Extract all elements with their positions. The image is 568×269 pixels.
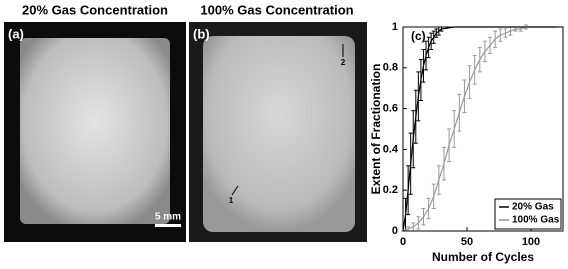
error-bar bbox=[477, 46, 482, 73]
error-bar bbox=[408, 132, 413, 195]
y-tick-label: 0 bbox=[392, 225, 398, 237]
error-bar bbox=[441, 146, 446, 181]
photo-sample bbox=[20, 38, 170, 224]
error-bar bbox=[436, 165, 441, 195]
y-tick-label: 0.4 bbox=[383, 143, 399, 155]
error-bar bbox=[431, 183, 436, 210]
y-tick-label: 1 bbox=[392, 21, 398, 33]
error-bar bbox=[498, 28, 503, 42]
error-bar bbox=[429, 32, 434, 50]
error-bar bbox=[447, 128, 452, 163]
error-bar bbox=[472, 55, 477, 85]
error-bar bbox=[434, 28, 439, 38]
legend-box bbox=[494, 198, 562, 230]
error-bar bbox=[452, 110, 457, 148]
error-bar bbox=[413, 89, 418, 144]
error-bar bbox=[418, 59, 423, 101]
y-tick-label: 0.2 bbox=[383, 184, 398, 196]
scale-bar bbox=[155, 224, 181, 227]
error-bar bbox=[493, 30, 498, 48]
error-bar bbox=[424, 40, 429, 71]
error-bar bbox=[416, 216, 421, 230]
marker-arrow bbox=[231, 185, 239, 196]
error-bar bbox=[421, 208, 426, 226]
error-bar bbox=[416, 71, 421, 122]
photo-sample bbox=[203, 36, 355, 232]
error-bar bbox=[467, 65, 472, 99]
error-bar bbox=[406, 165, 411, 216]
x-tick-label: 100 bbox=[522, 236, 540, 248]
legend-label: 20% Gas bbox=[512, 202, 554, 213]
error-bar bbox=[431, 30, 436, 44]
x-tick-label: 0 bbox=[400, 236, 406, 248]
scale-bar-label: 5 mm bbox=[155, 212, 181, 223]
error-bar bbox=[421, 48, 426, 83]
error-bar bbox=[482, 40, 487, 63]
panel-label: (a) bbox=[8, 26, 24, 41]
y-tick-label: 0.6 bbox=[383, 103, 398, 115]
error-bar bbox=[462, 79, 467, 114]
plot-frame bbox=[402, 26, 564, 232]
error-bar bbox=[503, 28, 508, 38]
error-bar bbox=[426, 197, 431, 220]
error-bar bbox=[411, 110, 416, 169]
panel-label: (c) bbox=[411, 29, 426, 43]
marker-label: 1 bbox=[229, 196, 234, 205]
y-axis-label: Extent of Fractionation bbox=[369, 64, 383, 195]
error-bar bbox=[426, 36, 431, 59]
legend-label: 100% Gas bbox=[512, 215, 560, 226]
panel-label: (b) bbox=[193, 26, 210, 41]
error-bar bbox=[457, 93, 462, 132]
panel-title: 20% Gas Concentration bbox=[22, 2, 168, 17]
x-axis-label: Number of Cycles bbox=[432, 250, 534, 264]
panel-title: 100% Gas Concentration bbox=[200, 2, 353, 17]
y-tick-label: 0.8 bbox=[383, 62, 398, 74]
error-bar bbox=[488, 36, 493, 55]
x-tick-label: 50 bbox=[461, 236, 473, 248]
marker-label: 2 bbox=[341, 58, 346, 67]
